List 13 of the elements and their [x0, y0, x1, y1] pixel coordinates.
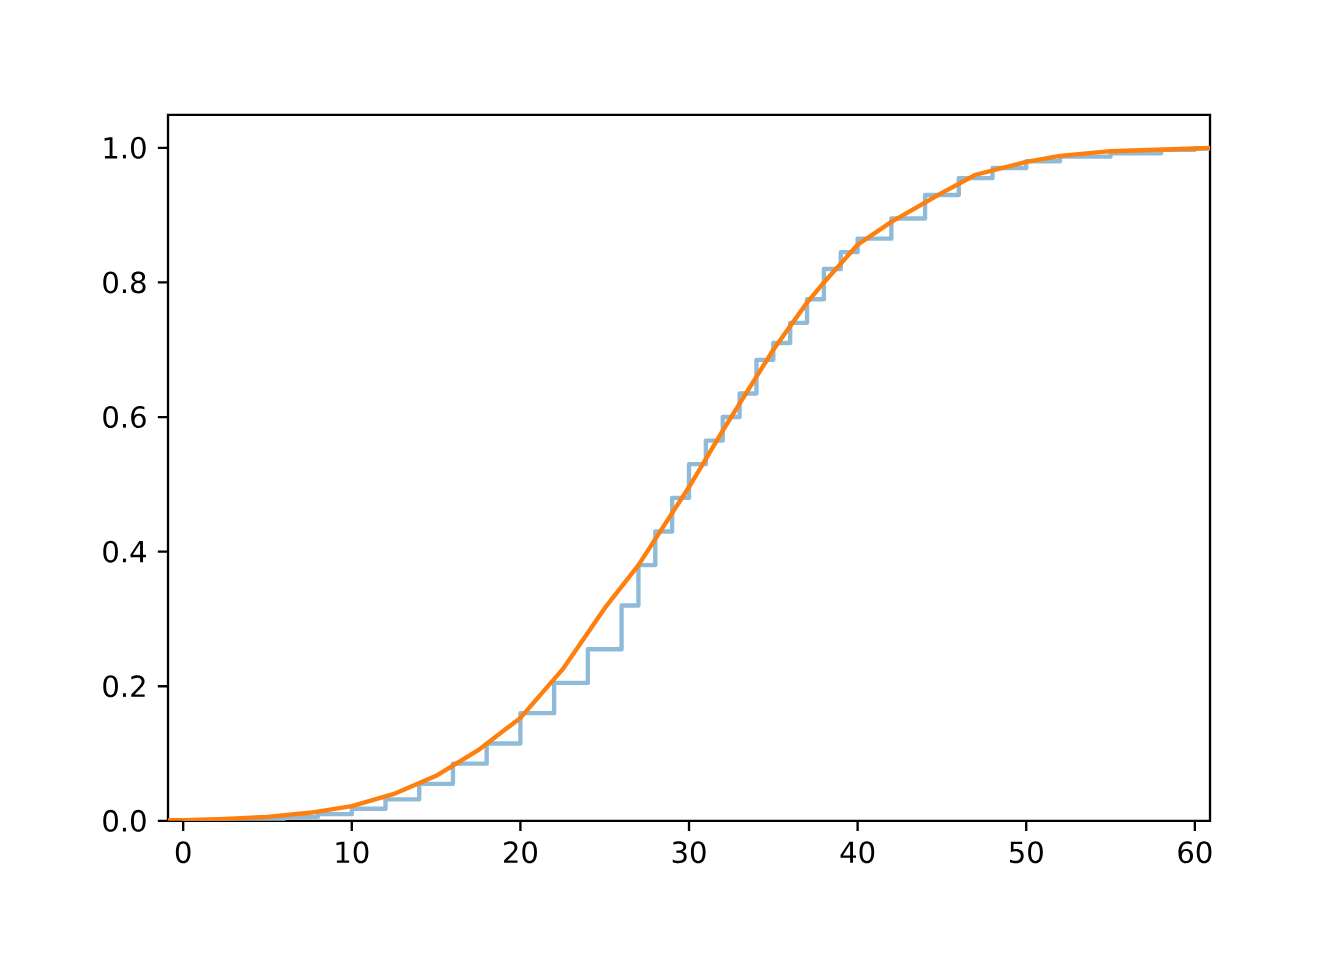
y-tick-label: 0.0: [103, 809, 146, 832]
y-tick-label: 0.2: [103, 675, 145, 698]
x-tick-label: 20: [504, 841, 537, 864]
x-tick-label: 10: [336, 841, 369, 864]
y-tick-label: 0.8: [103, 271, 146, 294]
y-tick-label: 0.4: [103, 540, 146, 563]
y-tick-label: 1.0: [104, 136, 146, 159]
x-tick-label: 60: [1178, 841, 1212, 864]
x-tick-label: 40: [840, 841, 875, 864]
x-tick-label: 30: [672, 841, 706, 864]
y-tick-label: 0.6: [103, 406, 146, 429]
x-tick-label: 0: [175, 841, 191, 864]
x-tick-label: 50: [1009, 841, 1043, 864]
